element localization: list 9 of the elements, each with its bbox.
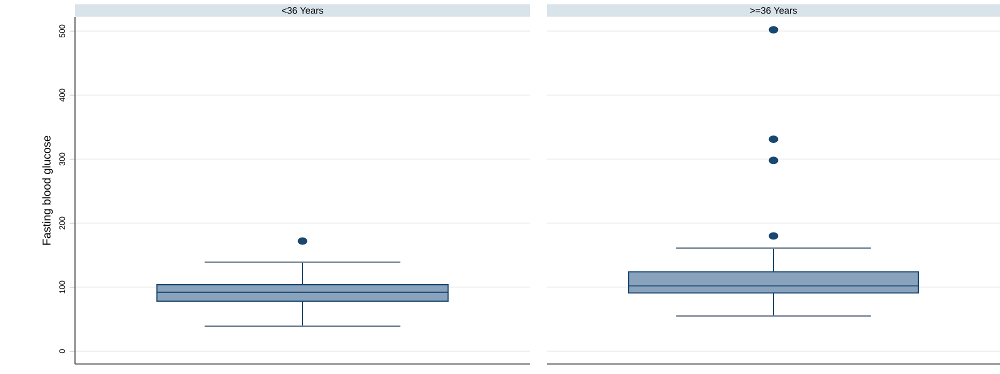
y-tick-label: 300 [59, 152, 65, 166]
y-tick-label: 100 [59, 280, 65, 294]
y-axis-title: Fasting blood glucose [42, 136, 53, 245]
y-tick-label: 500 [59, 24, 65, 38]
y-tick-label: 0 [59, 349, 65, 354]
y-tick-label: 200 [59, 216, 65, 230]
x-tick-label: >=36 Years [750, 7, 797, 14]
x-tick-label: <36 Years [282, 7, 324, 14]
y-tick-label: 400 [59, 88, 65, 102]
